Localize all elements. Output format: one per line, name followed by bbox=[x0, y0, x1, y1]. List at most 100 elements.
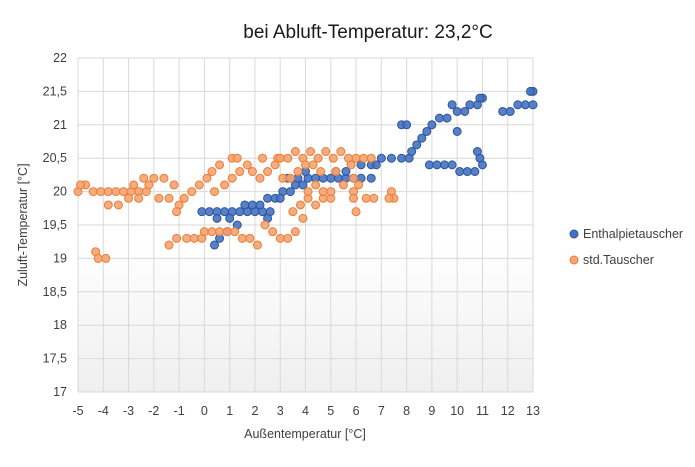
y-tick-label: 17,5 bbox=[43, 352, 67, 366]
x-tick-label: 0 bbox=[201, 404, 208, 418]
std-tauscher-point bbox=[303, 187, 313, 197]
std-tauscher-point bbox=[278, 173, 288, 183]
x-tick-label: -4 bbox=[98, 404, 109, 418]
std-tauscher-point bbox=[76, 180, 86, 190]
enthalpietauscher-point bbox=[402, 120, 412, 130]
std-tauscher-point bbox=[326, 187, 336, 197]
std-tauscher-point bbox=[338, 180, 348, 190]
std-tauscher-point bbox=[172, 233, 182, 243]
std-tauscher-point bbox=[210, 187, 219, 197]
enthalpietauscher-point bbox=[452, 126, 462, 136]
std-tauscher-point bbox=[384, 193, 394, 203]
std-tauscher-point bbox=[215, 227, 225, 237]
std-tauscher-point bbox=[187, 187, 197, 197]
std-tauscher-point bbox=[331, 167, 341, 177]
std-tauscher-point bbox=[290, 147, 300, 157]
std-tauscher-point bbox=[369, 193, 379, 203]
x-axis-title: Außentemperatur [°C] bbox=[244, 427, 366, 441]
enthalpietauscher-point bbox=[376, 153, 386, 163]
legend-label-std-tauscher: std.Tauscher bbox=[583, 253, 654, 267]
std-tauscher-point bbox=[260, 220, 270, 230]
x-tick-label: -2 bbox=[148, 404, 159, 418]
y-tick-label: 21,5 bbox=[43, 84, 67, 98]
enthalpietauscher-point bbox=[442, 113, 452, 123]
std-tauscher-point bbox=[215, 160, 225, 170]
enthalpietauscher-point bbox=[275, 193, 285, 203]
enthalpietauscher-point bbox=[470, 167, 480, 177]
std-tauscher-point bbox=[144, 180, 154, 190]
enthalpietauscher-point bbox=[197, 207, 207, 217]
enthalpietauscher-point bbox=[412, 140, 422, 150]
std-tauscher-point bbox=[349, 193, 359, 203]
std-tauscher-point bbox=[268, 227, 278, 237]
y-tick-label: 22 bbox=[53, 51, 67, 65]
enthalpietauscher-point bbox=[240, 200, 250, 210]
enthalpietauscher-point bbox=[407, 147, 417, 157]
std-tauscher-point bbox=[134, 193, 144, 203]
std-tauscher-point bbox=[149, 173, 159, 183]
enthalpietauscher-point bbox=[341, 167, 351, 177]
std-tauscher-point bbox=[101, 253, 111, 263]
std-tauscher-point bbox=[237, 233, 247, 243]
std-tauscher-point bbox=[179, 193, 189, 203]
x-axis-ticks: -5 -4 -3 -2 -1 0 1 2 3 4 5 6 7 8 9 10 11 12 13 bbox=[72, 404, 540, 418]
std-tauscher-point bbox=[202, 173, 212, 183]
y-axis-title: Zuluft-Temperatur [°C] bbox=[16, 163, 30, 286]
std-tauscher-point bbox=[313, 153, 323, 163]
std-tauscher-point bbox=[258, 153, 268, 163]
std-tauscher-point bbox=[139, 173, 149, 183]
enthalpietauscher-point bbox=[528, 100, 538, 110]
std-tauscher-point bbox=[182, 233, 192, 243]
y-tick-label: 18,5 bbox=[43, 285, 67, 299]
std-tauscher-point bbox=[159, 173, 169, 183]
std-tauscher-point bbox=[311, 180, 321, 190]
std-tauscher-point bbox=[220, 180, 230, 190]
enthalpietauscher-point bbox=[525, 86, 535, 96]
data-points bbox=[73, 86, 538, 263]
x-tick-label: 2 bbox=[251, 404, 258, 418]
chart-title: bei Abluft-Temperatur: 23,2°C bbox=[243, 22, 492, 43]
std-tauscher-point bbox=[199, 227, 209, 237]
std-tauscher-point bbox=[227, 173, 237, 183]
std-tauscher-point bbox=[93, 253, 103, 263]
enthalpietauscher-point bbox=[427, 120, 437, 130]
enthalpietauscher-point bbox=[386, 153, 396, 163]
std-tauscher-point bbox=[290, 227, 300, 237]
std-tauscher-point bbox=[293, 167, 303, 177]
std-tauscher-point bbox=[336, 147, 346, 157]
enthalpietauscher-point bbox=[505, 106, 515, 116]
y-tick-label: 18 bbox=[53, 318, 67, 332]
enthalpietauscher-point bbox=[477, 160, 487, 170]
std-tauscher-point bbox=[247, 167, 257, 177]
enthalpietauscher-point bbox=[422, 126, 432, 136]
enthalpietauscher-point bbox=[366, 173, 376, 183]
std-tauscher-point bbox=[245, 233, 255, 243]
y-tick-label: 21 bbox=[53, 118, 67, 132]
enthalpietauscher-point bbox=[434, 113, 444, 123]
std-tauscher-point bbox=[321, 147, 331, 157]
enthalpietauscher-point bbox=[455, 167, 465, 177]
std-tauscher-point bbox=[242, 160, 252, 170]
std-tauscher-point bbox=[351, 207, 361, 217]
std-tauscher-point bbox=[295, 200, 305, 210]
enthalpietauscher-point bbox=[460, 106, 470, 116]
x-tick-label: 11 bbox=[476, 404, 489, 418]
enthalpietauscher-point bbox=[371, 160, 381, 170]
enthalpietauscher-point bbox=[424, 160, 434, 170]
x-tick-label: 8 bbox=[403, 404, 410, 418]
std-tauscher-point bbox=[154, 193, 164, 203]
std-tauscher-point bbox=[164, 193, 174, 203]
enthalpietauscher-point bbox=[255, 200, 265, 210]
std-tauscher-point bbox=[349, 173, 359, 183]
y-tick-label: 19 bbox=[53, 251, 67, 265]
x-tick-label: -3 bbox=[123, 404, 134, 418]
enthalpietauscher-point bbox=[298, 180, 308, 190]
enthalpietauscher-point bbox=[520, 100, 530, 110]
std-tauscher-point bbox=[275, 153, 285, 163]
std-tauscher-point bbox=[354, 180, 364, 190]
y-axis-ticks: 17 17,5 18 18,5 19 19,5 20 20,5 21 21,5 22 bbox=[43, 51, 67, 399]
enthalpietauscher-point bbox=[397, 153, 407, 163]
x-tick-label: 4 bbox=[302, 404, 309, 418]
std-tauscher-point bbox=[308, 160, 318, 170]
